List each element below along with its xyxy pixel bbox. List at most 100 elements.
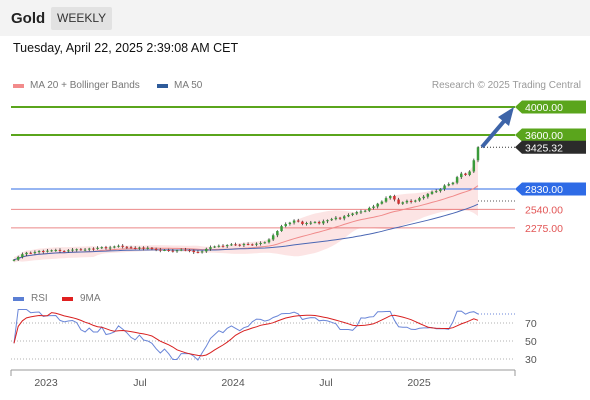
- candle: [21, 252, 24, 259]
- candle: [121, 244, 124, 249]
- candle-body: [121, 245, 124, 247]
- candle-body: [334, 217, 338, 220]
- ma20-legend-label: MA 20 + Bollinger Bands: [30, 80, 140, 91]
- candle: [388, 195, 392, 200]
- candle: [133, 246, 137, 250]
- candle: [397, 197, 400, 205]
- candle-body: [133, 247, 137, 249]
- candle: [54, 248, 58, 252]
- candle-body: [397, 199, 400, 204]
- candle-body: [342, 216, 346, 219]
- candles: [12, 146, 480, 262]
- candle: [468, 170, 471, 177]
- candle: [418, 196, 421, 202]
- candle: [363, 209, 367, 213]
- candle-body: [117, 245, 120, 247]
- candle: [246, 242, 250, 246]
- candle: [355, 210, 359, 216]
- candle-body: [292, 220, 296, 223]
- candle-body: [426, 193, 430, 197]
- rsi-line: [13, 309, 479, 361]
- rsi-9ma-legend-swatch: [62, 297, 73, 301]
- candle: [188, 249, 191, 253]
- candle: [37, 250, 41, 254]
- candle: [422, 195, 425, 200]
- candle-body: [175, 250, 179, 252]
- candle: [322, 219, 325, 225]
- candle-body: [355, 212, 359, 214]
- candle: [71, 247, 74, 252]
- candle-body: [460, 173, 463, 178]
- candle-body: [317, 221, 321, 224]
- candle: [163, 249, 166, 252]
- candle: [317, 220, 321, 225]
- candle: [217, 244, 221, 248]
- candle-body: [347, 214, 350, 217]
- candle-body: [21, 254, 24, 257]
- candle: [455, 175, 459, 185]
- period-button[interactable]: WEEKLY: [51, 7, 113, 30]
- candle: [414, 199, 417, 203]
- rsi-9ma-legend-label: 9MA: [80, 293, 101, 304]
- candle-body: [92, 248, 95, 250]
- candle-body: [88, 248, 91, 250]
- candle-body: [230, 244, 233, 246]
- candle-body: [37, 251, 41, 253]
- candle-body: [451, 182, 455, 185]
- candle: [146, 246, 150, 250]
- level-label-box-2830.00: [515, 182, 586, 196]
- candle: [439, 188, 442, 193]
- copyright-text: Research © 2025 Trading Central: [431, 80, 581, 91]
- candle-body: [108, 247, 112, 249]
- candle: [46, 248, 49, 253]
- candle: [460, 171, 463, 179]
- level-label-2540.00: 2540.00: [525, 204, 563, 216]
- candle-body: [58, 249, 62, 252]
- candle: [125, 245, 129, 250]
- candle-body: [351, 213, 354, 215]
- candle: [104, 245, 108, 250]
- level-label-4000.00: 4000.00: [525, 102, 563, 114]
- candle: [384, 196, 388, 203]
- candle-body: [113, 246, 116, 248]
- candle-body: [418, 198, 421, 201]
- rsi-level-label: 50: [525, 336, 537, 348]
- candle: [196, 250, 200, 254]
- target-arrow-head: [498, 107, 514, 126]
- candle-body: [50, 250, 53, 252]
- candle-body: [83, 249, 87, 251]
- ma20-legend-swatch: [13, 84, 24, 88]
- candle: [271, 233, 275, 242]
- rsi-level-label: 30: [525, 354, 537, 366]
- candle-body: [179, 249, 183, 251]
- ma50-line: [13, 203, 479, 261]
- candle-body: [464, 173, 467, 175]
- candle-body: [468, 171, 471, 175]
- candle-body: [54, 249, 58, 251]
- candle: [67, 249, 70, 253]
- level-label-3600.00: 3600.00: [525, 130, 563, 142]
- candle-body: [104, 247, 108, 249]
- candle-body: [376, 203, 379, 207]
- candle: [108, 245, 112, 251]
- rsi-legend-label: RSI: [31, 293, 48, 304]
- candle: [405, 199, 409, 204]
- candle: [280, 224, 283, 232]
- candle-body: [338, 217, 342, 219]
- candle-body: [29, 252, 32, 254]
- candle-body: [246, 244, 250, 246]
- x-tick-label: Jul: [133, 377, 146, 389]
- candle: [313, 221, 317, 224]
- candle-body: [447, 184, 450, 186]
- candle-body: [100, 247, 104, 249]
- ma50-legend-swatch: [157, 84, 168, 88]
- candle: [129, 245, 133, 249]
- candle-body: [12, 259, 16, 261]
- x-tick-label: Jul: [319, 377, 332, 389]
- candle-body: [221, 245, 225, 247]
- candle-body: [368, 207, 371, 211]
- candle-body: [138, 247, 141, 249]
- candle: [430, 190, 434, 195]
- candle: [83, 247, 87, 252]
- candle: [255, 242, 258, 247]
